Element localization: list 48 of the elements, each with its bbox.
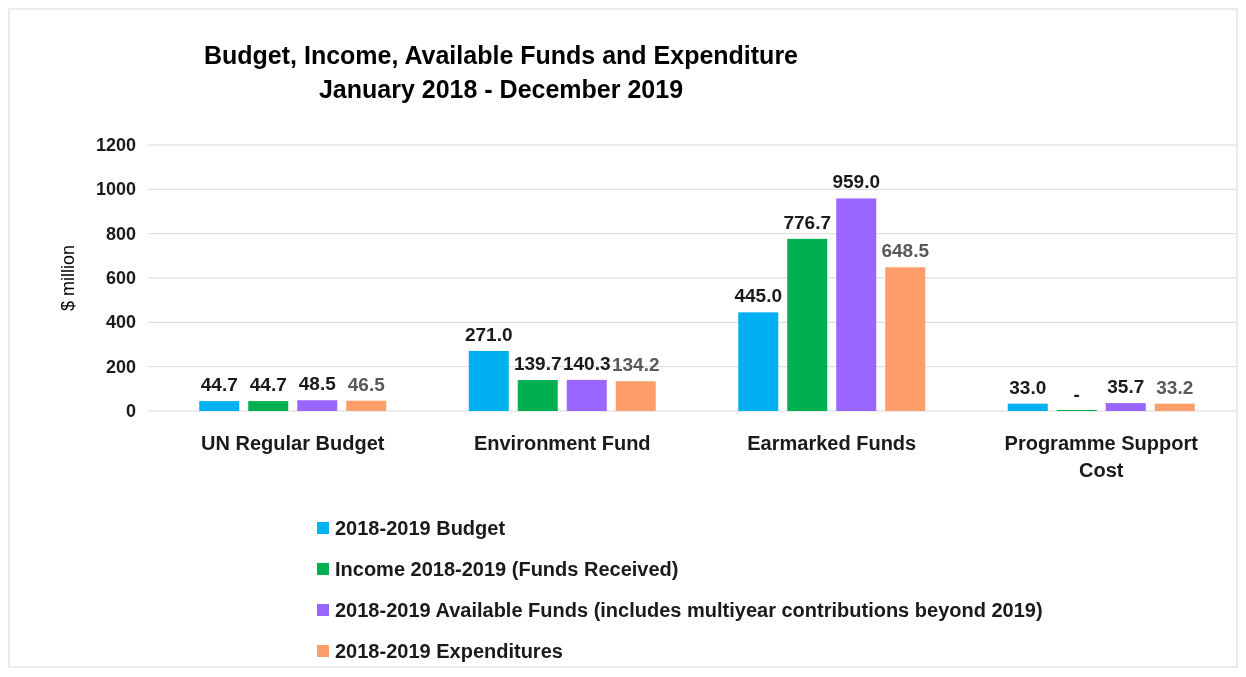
data-label: - [1073,384,1080,405]
data-label: 35.7 [1107,376,1145,398]
data-label: 648.5 [881,240,930,262]
data-label: 445.0 [734,285,783,307]
bar [1105,403,1146,411]
y-tick-label: 1200 [95,135,136,155]
data-label: 46.5 [347,373,386,395]
data-label: 140.3 [562,352,611,374]
legend-label: Income 2018-2019 (Funds Received) [335,558,679,580]
bar [885,267,926,411]
data-label: 48.5 [298,373,337,395]
legend-label: 2018-2019 Expenditures [335,640,563,662]
y-tick-label: 200 [105,356,136,377]
legend-label: 2018-2019 Budget [335,517,506,539]
x-tick-label: UN Regular Budget [201,432,385,454]
x-tick-label: Earmarked Funds [747,432,917,454]
data-label: 776.7 [783,211,832,233]
y-axis-title: $ million [58,244,78,312]
data-label: 959.0 [832,171,881,193]
y-tick-label: 600 [105,268,136,288]
bar [615,381,656,411]
bar [468,350,509,411]
bar [517,380,558,411]
y-tick-label: 800 [105,223,136,244]
bar [346,400,387,411]
x-tick-label: Programme Support Cost [1004,432,1199,481]
data-label: 33.0 [1009,376,1047,398]
bar [836,198,877,411]
bar [297,400,338,411]
data-label: 44.7 [200,374,238,396]
bar [199,401,240,411]
legend-label: 2018-2019 Available Funds (includes multiyear contributions beyond 2019) [335,599,1043,621]
bar [566,379,607,411]
x-tick-label: Environment Fund [473,432,651,454]
data-label: 139.7 [513,353,562,375]
data-label: 44.7 [249,374,287,396]
bar [1154,403,1195,411]
y-tick-label: 1000 [95,179,136,200]
data-label: 134.2 [611,354,660,376]
data-label: 271.0 [464,323,513,345]
bar [248,401,289,411]
y-tick-label: 0 [125,401,136,421]
chart-title: Budget, Income, Available Funds and Expenditure January 2018 - December 2019 [203,41,799,103]
bar [787,238,828,411]
y-tick-label: 400 [105,312,136,333]
bar [1007,403,1048,411]
data-label: 33.2 [1156,376,1194,398]
bar [738,312,779,411]
